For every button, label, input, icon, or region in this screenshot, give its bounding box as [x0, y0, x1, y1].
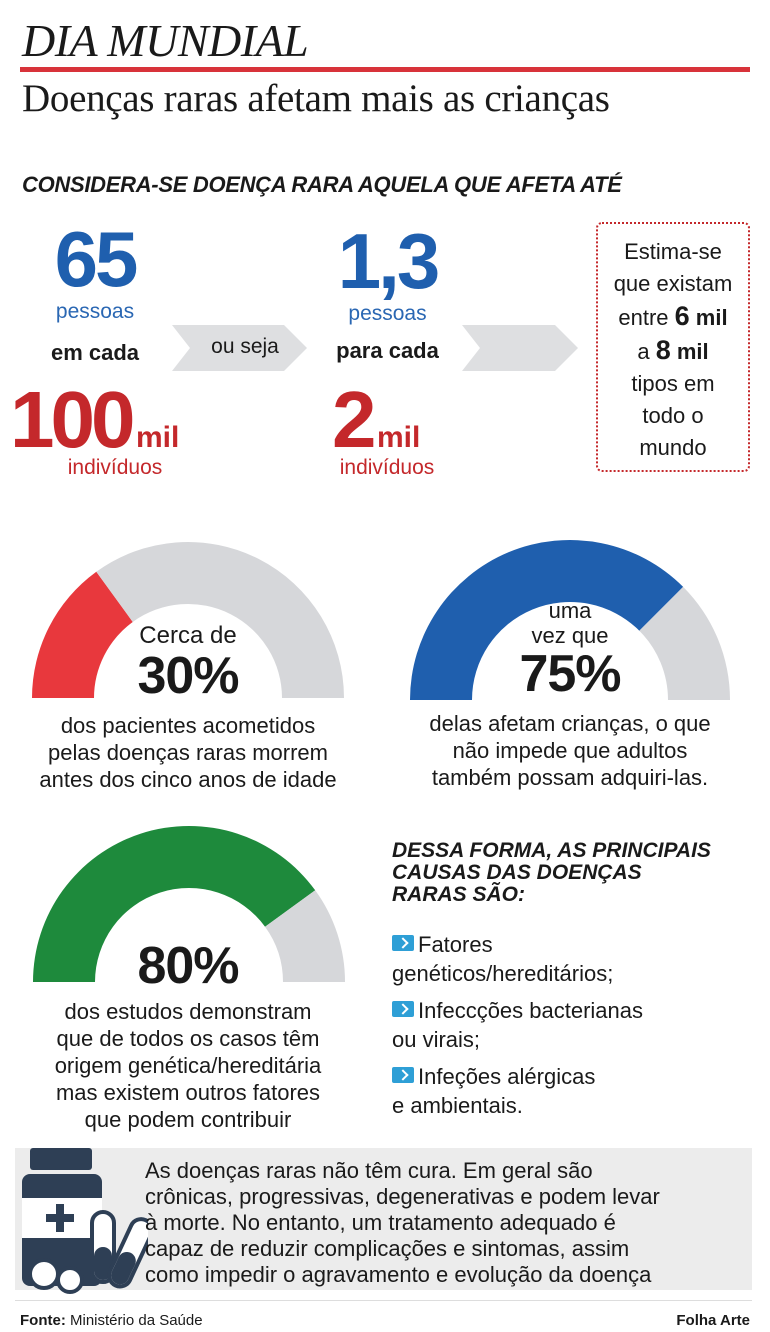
- item-text: Infeccções bacterianas: [418, 998, 644, 1023]
- stat-number: 1,3: [337, 217, 440, 305]
- list-item: Fatores genéticos/hereditários;: [392, 930, 762, 988]
- divider: [20, 67, 750, 72]
- source-label: Fonte:: [20, 1312, 66, 1329]
- estimate-box: Estima-se que existam entre 6 mil a 8 mi…: [596, 222, 750, 472]
- gauge-caption: mas existem outros fatores: [55, 1080, 321, 1105]
- base-unit: indivíduos: [339, 456, 435, 479]
- causes-list: Fatores genéticos/hereditários; Infeccçõe…: [392, 930, 762, 1128]
- item-text: Fatores: [418, 932, 493, 957]
- note-line: capaz de reduzir complicações e sintomas…: [145, 1236, 630, 1261]
- note-line: crônicas, progressivas, degenerativas e …: [145, 1184, 660, 1209]
- credit: Folha Arte: [676, 1312, 750, 1329]
- gauge-percent: 75%: [519, 645, 621, 703]
- arrow-label: ou seja: [211, 335, 279, 358]
- estimate-line: tipos em: [631, 371, 715, 396]
- gauge-track: [639, 586, 730, 700]
- gauge-caption: antes dos cinco anos de idade: [39, 767, 337, 792]
- estimate-mil: mil: [689, 305, 728, 330]
- note-line: como impedir o agravamento e evolução da…: [145, 1262, 652, 1287]
- stat-connector: em cada: [50, 340, 140, 365]
- bullet-arrow-icon: [392, 1067, 414, 1083]
- page-title: Doenças raras afetam mais as crianças: [22, 77, 610, 120]
- gauge-2-text: uma vez que 75% delas afetam crianças, o…: [405, 598, 735, 791]
- causes-heading: DESSA FORMA, AS PRINCIPAIS CAUSAS DAS DO…: [392, 840, 711, 906]
- list-item: Infeccções bacterianas ou virais;: [392, 996, 762, 1054]
- stat-2-mil: 2 mil: [332, 375, 421, 464]
- arrow-chevron-icon: [462, 325, 578, 371]
- stat-number: 65: [54, 215, 139, 303]
- gauge-pre: uma: [548, 598, 592, 623]
- estimate-number: 8: [655, 335, 671, 365]
- definition-lead: CONSIDERA-SE DOENÇA RARA AQUELA QUE AFET…: [22, 172, 622, 197]
- gauge-pre: Cerca de: [139, 622, 237, 649]
- item-text: e ambientais.: [392, 1093, 523, 1118]
- item-text: genéticos/hereditários;: [392, 961, 614, 986]
- base-unit: indivíduos: [67, 456, 163, 479]
- gauge-1-text: Cerca de 30% dos pacientes acometidos pe…: [28, 622, 348, 793]
- gauge-track: [265, 890, 345, 982]
- estimate-text: a: [637, 339, 656, 364]
- medicine-bottle-icon: [22, 1148, 148, 1294]
- list-item: Infeções alérgicas e ambientais.: [392, 1062, 762, 1120]
- bullet-arrow-icon: [392, 1001, 414, 1017]
- bullet-arrow-icon: [392, 935, 414, 951]
- estimate-line: todo o: [642, 403, 704, 428]
- gauge-caption: que de todos os casos têm: [56, 1026, 320, 1051]
- stat-100-mil: 100 mil: [10, 375, 180, 464]
- estimate-line: que existam: [613, 271, 733, 296]
- gauge-fill: [33, 826, 316, 982]
- stat-connector: para cada: [336, 338, 439, 363]
- estimate-text: entre: [618, 305, 675, 330]
- stat-unit: pessoas: [55, 300, 135, 323]
- note-line: à morte. No entanto, um tratamento adequ…: [145, 1210, 616, 1235]
- stat-unit: pessoas: [348, 302, 427, 325]
- gauge-caption: dos estudos demonstram: [64, 999, 312, 1024]
- gauge-percent: 30%: [137, 647, 239, 705]
- kicker: DIA MUNDIAL: [22, 15, 309, 66]
- gauge-fill: [32, 571, 133, 698]
- base-mil: mil: [135, 421, 180, 454]
- gauge-caption: pelas doenças raras morrem: [47, 740, 328, 765]
- estimate-mil: mil: [670, 339, 709, 364]
- source-text: Ministério da Saúde: [65, 1312, 203, 1329]
- stat-65: 65 pessoas em cada: [20, 220, 170, 366]
- gauge-caption: que podem contribuir: [84, 1107, 292, 1132]
- note-line: As doenças raras não têm cura. Em geral …: [145, 1158, 593, 1183]
- estimate-line: Estima-se: [624, 239, 722, 264]
- note-text: As doenças raras não têm cura. Em geral …: [145, 1158, 755, 1288]
- item-text: ou virais;: [392, 1027, 481, 1052]
- stat-1-3: 1,3 pessoas para cada: [315, 222, 460, 364]
- heading-line: DESSA FORMA, AS PRINCIPAIS: [392, 839, 711, 862]
- gauge-track: [96, 542, 344, 698]
- heading-line: RARAS SÃO:: [392, 883, 526, 906]
- base-mil: mil: [376, 421, 421, 454]
- gauge-pre: vez que: [531, 623, 609, 648]
- footer-divider: [15, 1300, 752, 1301]
- gauge-3-text: 80% dos estudos demonstram que de todos …: [28, 940, 348, 1133]
- base-number: 100: [10, 375, 136, 464]
- gauge-caption: origem genética/hereditária: [54, 1053, 322, 1078]
- gauge-percent: 80%: [137, 937, 239, 995]
- gauge-caption: também possam adquiri-las.: [431, 765, 709, 790]
- estimate-line: mundo: [639, 435, 707, 460]
- gauge-caption: dos pacientes acometidos: [60, 713, 316, 738]
- heading-line: CAUSAS DAS DOENÇAS: [392, 861, 642, 884]
- arrow-chevron-icon: [172, 325, 307, 371]
- gauge-caption: não impede que adultos: [452, 738, 688, 763]
- source: Fonte: Ministério da Saúde: [20, 1312, 203, 1329]
- gauge-caption: delas afetam crianças, o que: [429, 711, 711, 736]
- base-number: 2: [332, 375, 376, 464]
- item-text: Infeções alérgicas: [418, 1064, 596, 1089]
- gauge-fill: [410, 540, 684, 700]
- estimate-number: 6: [674, 301, 690, 331]
